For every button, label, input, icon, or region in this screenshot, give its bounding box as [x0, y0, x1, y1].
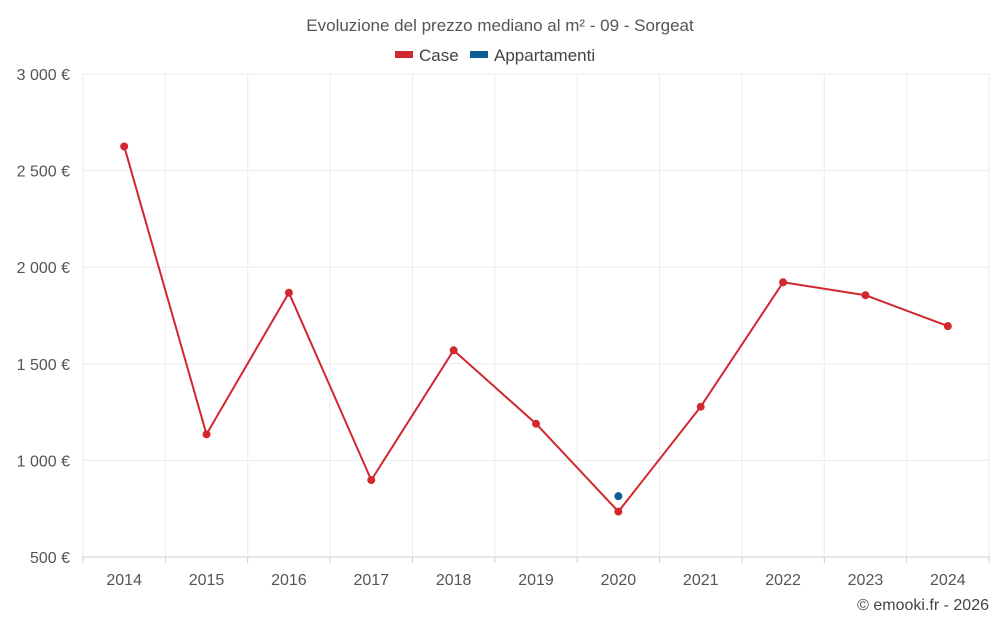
x-tick-label-2023: 2023: [848, 572, 884, 589]
data-point-0-2015[interactable]: [202, 430, 211, 439]
legend-swatch-1: [470, 51, 488, 58]
data-point-0-2017[interactable]: [367, 476, 376, 485]
data-point-0-2024[interactable]: [943, 322, 952, 331]
data-point-0-2020[interactable]: [614, 507, 623, 516]
x-tick-label-2018: 2018: [436, 572, 472, 589]
x-tick-label-2024: 2024: [930, 572, 966, 589]
data-point-0-2018[interactable]: [449, 346, 458, 355]
y-tick-label-4: 2 500 €: [17, 164, 70, 181]
x-tick-label-2020: 2020: [601, 572, 637, 589]
grid: [82, 73, 990, 563]
legend: Case Appartamenti: [395, 46, 595, 65]
x-tick-label-2014: 2014: [106, 572, 142, 589]
data-point-0-2014[interactable]: [120, 142, 129, 151]
data-point-0-2021[interactable]: [696, 402, 705, 411]
series-layer: [120, 142, 952, 516]
credit-text: © emooki.fr - 2026: [857, 597, 989, 614]
legend-label-0[interactable]: Case: [419, 46, 459, 65]
y-axis: 500 € 1 000 € 1 500 € 2 000 € 2 500 € 3 000 €: [17, 67, 70, 567]
y-tick-label-2: 1 500 €: [17, 357, 70, 374]
y-tick-label-1: 1 000 €: [17, 453, 70, 470]
x-tick-label-2017: 2017: [353, 572, 389, 589]
x-axis: 2014 2015 2016 2017 2018 2019 2020 2021 2022 2023…: [106, 572, 965, 589]
chart-title: Evoluzione del prezzo mediano al m² - 09…: [306, 16, 694, 35]
legend-label-1[interactable]: Appartamenti: [494, 46, 595, 65]
x-tick-label-2019: 2019: [518, 572, 554, 589]
data-point-0-2022[interactable]: [779, 278, 788, 287]
x-tick-label-2016: 2016: [271, 572, 307, 589]
x-tick-label-2022: 2022: [765, 572, 801, 589]
data-point-0-2023[interactable]: [861, 291, 870, 300]
x-tick-label-2015: 2015: [189, 572, 225, 589]
y-tick-label-0: 500 €: [30, 550, 70, 567]
data-point-1-2020[interactable]: [614, 492, 623, 501]
y-tick-label-3: 2 000 €: [17, 260, 70, 277]
data-point-0-2019[interactable]: [532, 419, 540, 428]
x-tick-label-2021: 2021: [683, 572, 719, 589]
legend-swatch-0: [395, 51, 413, 58]
y-tick-label-5: 3 000 €: [17, 67, 70, 84]
data-point-0-2016[interactable]: [284, 288, 293, 297]
